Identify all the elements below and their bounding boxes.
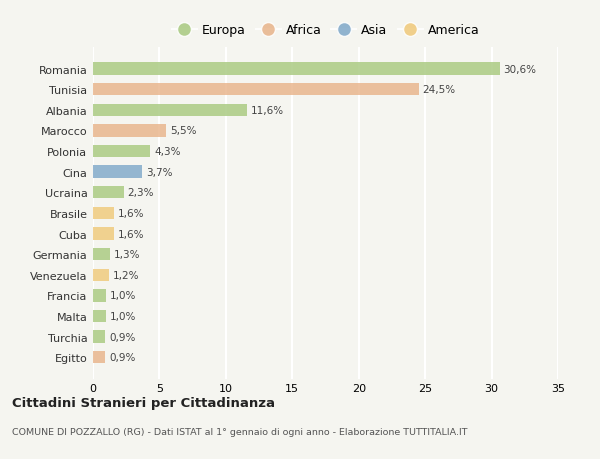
- Bar: [93, 146, 150, 158]
- Text: Cittadini Stranieri per Cittadinanza: Cittadini Stranieri per Cittadinanza: [12, 396, 275, 409]
- Bar: [93, 351, 105, 364]
- Bar: [93, 166, 142, 179]
- Text: 30,6%: 30,6%: [503, 64, 536, 74]
- Text: 5,5%: 5,5%: [170, 126, 197, 136]
- Text: 11,6%: 11,6%: [251, 106, 284, 116]
- Bar: [93, 125, 166, 137]
- Bar: [93, 84, 419, 96]
- Legend: Europa, Africa, Asia, America: Europa, Africa, Asia, America: [169, 22, 482, 39]
- Text: 3,7%: 3,7%: [146, 167, 173, 177]
- Bar: [93, 187, 124, 199]
- Text: 1,3%: 1,3%: [114, 250, 141, 260]
- Text: 1,6%: 1,6%: [118, 208, 145, 218]
- Text: 1,0%: 1,0%: [110, 291, 137, 301]
- Bar: [93, 310, 106, 323]
- Text: 1,6%: 1,6%: [118, 229, 145, 239]
- Text: 1,0%: 1,0%: [110, 311, 137, 321]
- Text: 1,2%: 1,2%: [113, 270, 139, 280]
- Text: COMUNE DI POZZALLO (RG) - Dati ISTAT al 1° gennaio di ogni anno - Elaborazione T: COMUNE DI POZZALLO (RG) - Dati ISTAT al …: [12, 427, 467, 436]
- Bar: [93, 331, 105, 343]
- Bar: [93, 290, 106, 302]
- Bar: [93, 248, 110, 261]
- Text: 2,3%: 2,3%: [128, 188, 154, 198]
- Text: 0,9%: 0,9%: [109, 332, 136, 342]
- Text: 24,5%: 24,5%: [422, 85, 455, 95]
- Bar: [93, 207, 114, 219]
- Bar: [93, 104, 247, 117]
- Bar: [93, 228, 114, 240]
- Bar: [93, 63, 500, 76]
- Text: 4,3%: 4,3%: [154, 147, 181, 157]
- Bar: [93, 269, 109, 281]
- Text: 0,9%: 0,9%: [109, 353, 136, 363]
